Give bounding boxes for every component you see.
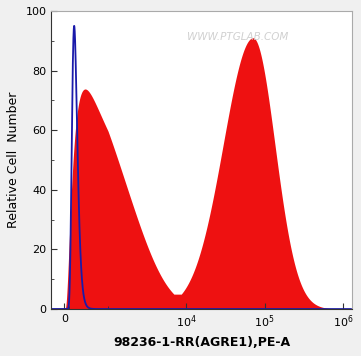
X-axis label: 98236-1-RR(AGRE1),PE-A: 98236-1-RR(AGRE1),PE-A [113,336,290,349]
Y-axis label: Relative Cell  Number: Relative Cell Number [7,92,20,228]
Text: WWW.PTGLAB.COM: WWW.PTGLAB.COM [187,32,288,42]
